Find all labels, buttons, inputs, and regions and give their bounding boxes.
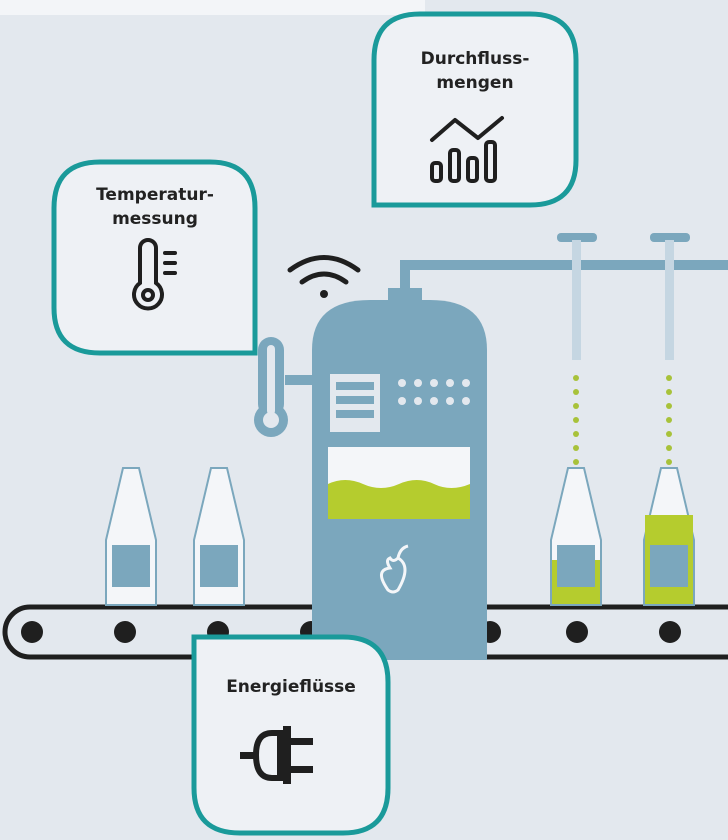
callout-energy: Energieflüsse bbox=[191, 634, 391, 836]
plug-icon bbox=[240, 726, 313, 784]
callout-label: Temperatur- bbox=[96, 185, 214, 205]
chart-icon bbox=[430, 116, 504, 183]
callout-label: messung bbox=[112, 209, 198, 229]
bottles bbox=[105, 467, 695, 606]
thermometer-icon bbox=[132, 238, 177, 311]
callout-temperature: Temperatur- messung bbox=[51, 159, 258, 356]
callout-flow: Durchfluss- mengen bbox=[371, 11, 579, 208]
nozzles bbox=[557, 233, 690, 465]
top-band bbox=[0, 0, 425, 15]
callout-label: mengen bbox=[436, 73, 513, 93]
wifi-icon bbox=[287, 255, 361, 298]
machine bbox=[312, 288, 487, 660]
callout-label: Energieflüsse bbox=[226, 677, 356, 697]
machine-thermometer bbox=[254, 337, 320, 437]
callout-label: Durchfluss- bbox=[421, 49, 530, 69]
